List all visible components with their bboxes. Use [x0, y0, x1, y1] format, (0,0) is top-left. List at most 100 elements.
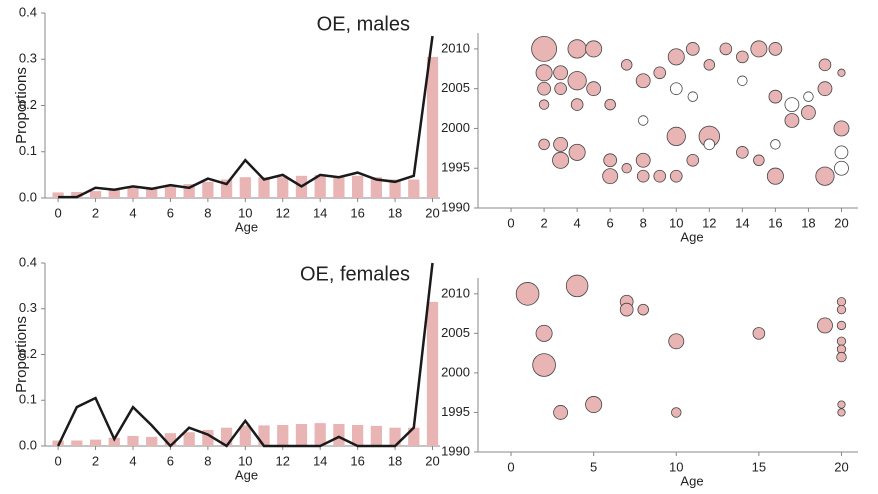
bubble [687, 91, 698, 102]
bar [352, 424, 364, 446]
bar [202, 429, 214, 446]
x-tick-label: 4 [574, 215, 581, 230]
x-tick-label: 18 [388, 205, 402, 220]
annotation: OE, females [300, 263, 410, 285]
bar [108, 188, 120, 198]
bubble [834, 145, 849, 160]
y-tick-label: 0.0 [19, 189, 37, 204]
x-tick-label: 20 [834, 459, 848, 474]
bubble [532, 353, 556, 377]
bubble [784, 113, 800, 128]
bubble [602, 168, 619, 185]
bar [277, 177, 289, 198]
line [58, 35, 434, 199]
bar [127, 435, 139, 446]
bar [239, 425, 251, 446]
x-tick-label: 0 [507, 215, 514, 230]
bubble [815, 166, 835, 186]
bar [220, 179, 233, 198]
bar [370, 177, 382, 198]
y-tick-label: 2005 [441, 325, 470, 340]
bubble [585, 40, 603, 58]
x-tick-label: 10 [669, 459, 683, 474]
y-tick-label: 2010 [441, 285, 470, 300]
bar [370, 425, 382, 446]
bubble [784, 97, 800, 112]
x-tick-label: 2 [92, 205, 99, 220]
bubble [666, 126, 686, 147]
bubble [553, 405, 569, 420]
bubble [535, 324, 553, 342]
x-tick-label: 20 [425, 205, 439, 220]
bar [52, 192, 64, 198]
x-tick-label: 5 [590, 459, 597, 474]
bubble [537, 81, 551, 96]
x-tick-label: 10 [238, 205, 252, 220]
x-axis-label: Age [235, 467, 258, 482]
bar [183, 432, 195, 446]
bar [127, 186, 139, 198]
bubble [621, 163, 632, 174]
bubble [836, 320, 847, 331]
x-tick-label: 20 [425, 453, 439, 468]
bubble [686, 153, 700, 167]
bubble [653, 169, 667, 183]
y-tick-label: 0.2 [19, 346, 37, 361]
bubble [833, 120, 850, 137]
y-tick-label: 0.1 [19, 143, 37, 158]
y-tick-label: 0.2 [19, 97, 37, 112]
bubble [553, 65, 569, 81]
bar [89, 191, 102, 198]
bubble [586, 81, 602, 97]
bubble [567, 71, 587, 91]
bubble [565, 274, 589, 298]
bubble [834, 160, 849, 176]
bar [71, 191, 83, 198]
bubble [801, 105, 816, 120]
x-tick-label: 10 [238, 453, 252, 468]
x-tick-label: 14 [313, 453, 327, 468]
bar [71, 440, 83, 446]
y-tick-label: 0.4 [19, 4, 37, 19]
x-tick-label: 4 [129, 205, 136, 220]
y-tick-label: 1990 [441, 443, 470, 458]
y-tick-label: 1990 [441, 199, 470, 214]
bubble [836, 351, 847, 363]
bubble [570, 98, 584, 111]
x-tick-label: 14 [735, 215, 749, 230]
bar [89, 439, 102, 446]
x-tick-label: 2 [92, 453, 99, 468]
y-tick-label: 0.0 [19, 437, 37, 452]
bar [408, 427, 420, 446]
y-tick-label: 0.3 [19, 51, 37, 66]
x-axis-label: Age [235, 219, 258, 234]
bubble [619, 302, 634, 317]
y-tick-label: 0.4 [19, 254, 37, 269]
x-tick-label: 0 [507, 459, 514, 474]
bubble [669, 82, 683, 95]
bar [333, 177, 345, 198]
bubble [667, 48, 685, 66]
x-tick-label: 14 [313, 205, 327, 220]
bubble [669, 169, 683, 183]
x-tick-label: 20 [834, 215, 848, 230]
x-tick-label: 16 [350, 205, 364, 220]
bar [426, 301, 439, 446]
x-tick-label: 8 [640, 215, 647, 230]
bubble [768, 42, 783, 56]
bar [352, 175, 364, 198]
x-tick-label: 16 [768, 215, 782, 230]
x-tick-label: 6 [167, 205, 174, 220]
x-tick-label: 0 [54, 453, 61, 468]
x-tick-label: 18 [388, 453, 402, 468]
bubble [770, 139, 781, 150]
bubble [753, 154, 765, 167]
bubble [719, 42, 733, 56]
x-tick-label: 12 [702, 215, 716, 230]
x-tick-label: 6 [607, 215, 614, 230]
annotation: OE, males [317, 13, 410, 35]
bar [314, 423, 326, 446]
bubble [668, 333, 685, 350]
bar [295, 424, 308, 446]
bar [220, 427, 233, 446]
